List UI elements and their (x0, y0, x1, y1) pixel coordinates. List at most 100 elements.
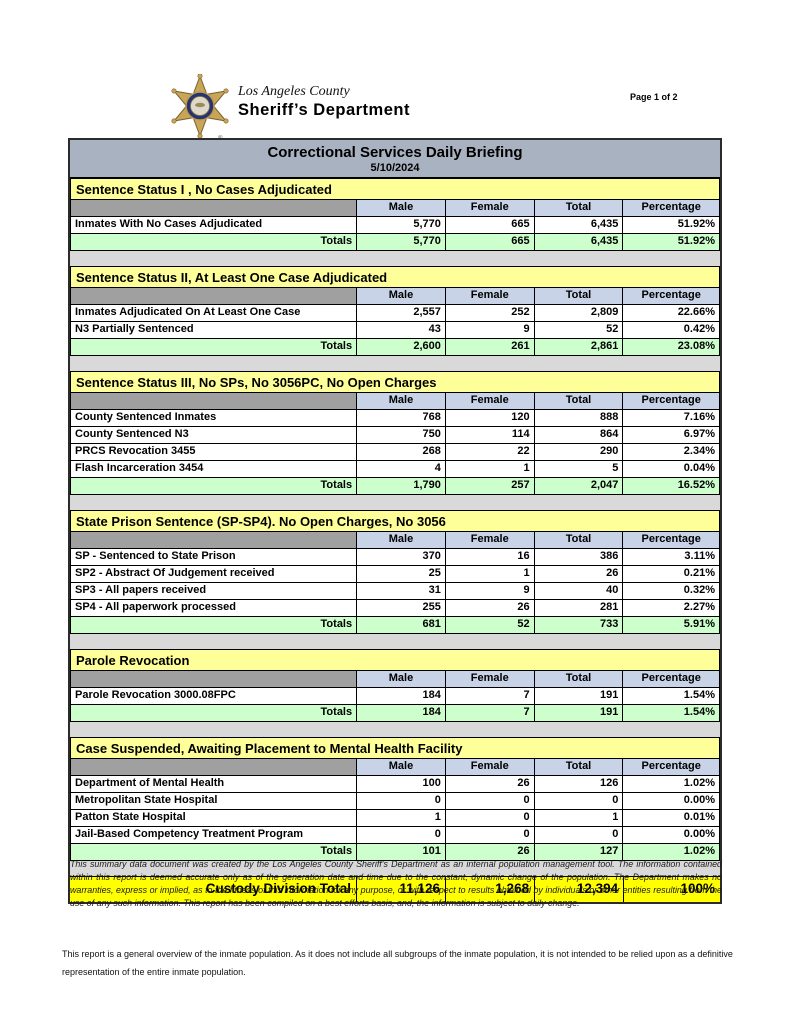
table-row: PRCS Revocation 3455 268 22 290 2.34% (71, 443, 719, 460)
table-row: Department of Mental Health 100 26 126 1… (71, 775, 719, 792)
row-label: SP3 - All papers received (75, 584, 207, 596)
section-divider (70, 634, 720, 649)
table-header-row: Male Female Total Percentage (71, 531, 719, 548)
totals-percentage: 51.92% (622, 234, 719, 250)
male-value: 31 (356, 583, 445, 599)
footnote-text: This report is a general overview of the… (62, 949, 733, 977)
header-spacer-cell (71, 759, 357, 775)
section-title: Case Suspended, Awaiting Placement to Me… (71, 738, 719, 758)
female-value: 120 (444, 410, 534, 426)
row-label: PRCS Revocation 3455 (75, 445, 196, 457)
totals-label: Totals (320, 618, 353, 630)
section-title: State Prison Sentence (SP-SP4). No Open … (71, 511, 719, 531)
totals-total: 191 (533, 705, 623, 721)
percentage-value: 2.27% (622, 600, 719, 616)
totals-male: 184 (356, 705, 445, 721)
logo-department: Sheriff’s Department (238, 101, 410, 119)
section-title: Sentence Status I , No Cases Adjudicated (71, 179, 719, 199)
total-value: 864 (533, 427, 623, 443)
female-value: 665 (444, 217, 534, 233)
col-header-percentage: Percentage (622, 393, 719, 409)
table-row: County Sentenced Inmates 768 120 888 7.1… (71, 409, 719, 426)
table-row: Patton State Hospital 1 0 1 0.01% (71, 809, 719, 826)
totals-female: 261 (444, 339, 534, 355)
male-value: 370 (356, 549, 445, 565)
col-header-total: Total (533, 759, 623, 775)
totals-percentage: 5.91% (622, 617, 719, 633)
totals-female: 52 (444, 617, 534, 633)
section-state-prison-sentence: State Prison Sentence (SP-SP4). No Open … (70, 510, 720, 634)
totals-label: Totals (320, 706, 353, 718)
row-label: Parole Revocation 3000.08FPC (75, 689, 236, 701)
totals-male: 681 (356, 617, 445, 633)
male-value: 5,770 (356, 217, 445, 233)
percentage-value: 0.32% (622, 583, 719, 599)
female-value: 26 (444, 600, 534, 616)
percentage-value: 0.00% (622, 793, 719, 809)
grand-total-label: Custody Division Total (205, 881, 351, 896)
totals-label: Totals (320, 340, 353, 352)
col-header-female: Female (444, 532, 534, 548)
male-value: 0 (356, 793, 445, 809)
header-spacer-cell (71, 393, 357, 409)
col-header-male: Male (356, 393, 445, 409)
female-value: 9 (444, 322, 534, 338)
header-spacer-cell (71, 671, 357, 687)
total-value: 6,435 (533, 217, 623, 233)
male-value: 43 (356, 322, 445, 338)
female-value: 114 (444, 427, 534, 443)
totals-label: Totals (320, 235, 353, 247)
table-header-row: Male Female Total Percentage (71, 670, 719, 687)
col-header-total: Total (533, 288, 623, 304)
table-row: Inmates Adjudicated On At Least One Case… (71, 304, 719, 321)
totals-total: 2,047 (533, 478, 623, 494)
grand-total-percentage: 100% (623, 877, 720, 902)
female-value: 22 (444, 444, 534, 460)
percentage-value: 7.16% (622, 410, 719, 426)
totals-label: Totals (320, 479, 353, 491)
header-spacer-cell (71, 288, 357, 304)
section-title: Parole Revocation (71, 650, 719, 670)
custody-division-total-row: Custody Division Total 11,126 1,268 12,3… (70, 876, 720, 902)
table-row: Parole Revocation 3000.08FPC 184 7 191 1… (71, 687, 719, 704)
totals-male: 2,600 (356, 339, 445, 355)
col-header-total: Total (533, 200, 623, 216)
female-value: 0 (444, 810, 534, 826)
totals-female: 7 (444, 705, 534, 721)
total-value: 290 (533, 444, 623, 460)
male-value: 1 (356, 810, 445, 826)
female-value: 252 (444, 305, 534, 321)
table-header-row: Male Female Total Percentage (71, 287, 719, 304)
col-header-percentage: Percentage (622, 532, 719, 548)
male-value: 184 (356, 688, 445, 704)
row-label: Jail-Based Competency Treatment Program (75, 828, 304, 840)
section-title: Sentence Status III, No SPs, No 3056PC, … (71, 372, 719, 392)
percentage-value: 2.34% (622, 444, 719, 460)
col-header-female: Female (444, 393, 534, 409)
col-header-male: Male (356, 532, 445, 548)
table-row: Inmates With No Cases Adjudicated 5,770 … (71, 216, 719, 233)
col-header-total: Total (533, 671, 623, 687)
totals-row: Totals 101 26 127 1.02% (71, 843, 719, 860)
female-value: 0 (444, 793, 534, 809)
totals-row: Totals 5,770 665 6,435 51.92% (71, 233, 719, 250)
total-value: 126 (533, 776, 623, 792)
col-header-total: Total (533, 532, 623, 548)
grand-total-female: 1,268 (445, 877, 534, 902)
percentage-value: 0.42% (622, 322, 719, 338)
female-value: 0 (444, 827, 534, 843)
col-header-female: Female (444, 200, 534, 216)
col-header-percentage: Percentage (622, 288, 719, 304)
totals-total: 6,435 (533, 234, 623, 250)
table-row: SP - Sentenced to State Prison 370 16 38… (71, 548, 719, 565)
section-divider (70, 495, 720, 510)
section-case-suspended: Case Suspended, Awaiting Placement to Me… (70, 737, 720, 861)
col-header-male: Male (356, 288, 445, 304)
table-header-row: Male Female Total Percentage (71, 199, 719, 216)
table-row: SP4 - All paperwork processed 255 26 281… (71, 599, 719, 616)
col-header-male: Male (356, 200, 445, 216)
total-value: 0 (533, 827, 623, 843)
col-header-male: Male (356, 759, 445, 775)
totals-label: Totals (320, 845, 353, 857)
briefing-document: Correctional Services Daily Briefing 5/1… (68, 138, 722, 904)
